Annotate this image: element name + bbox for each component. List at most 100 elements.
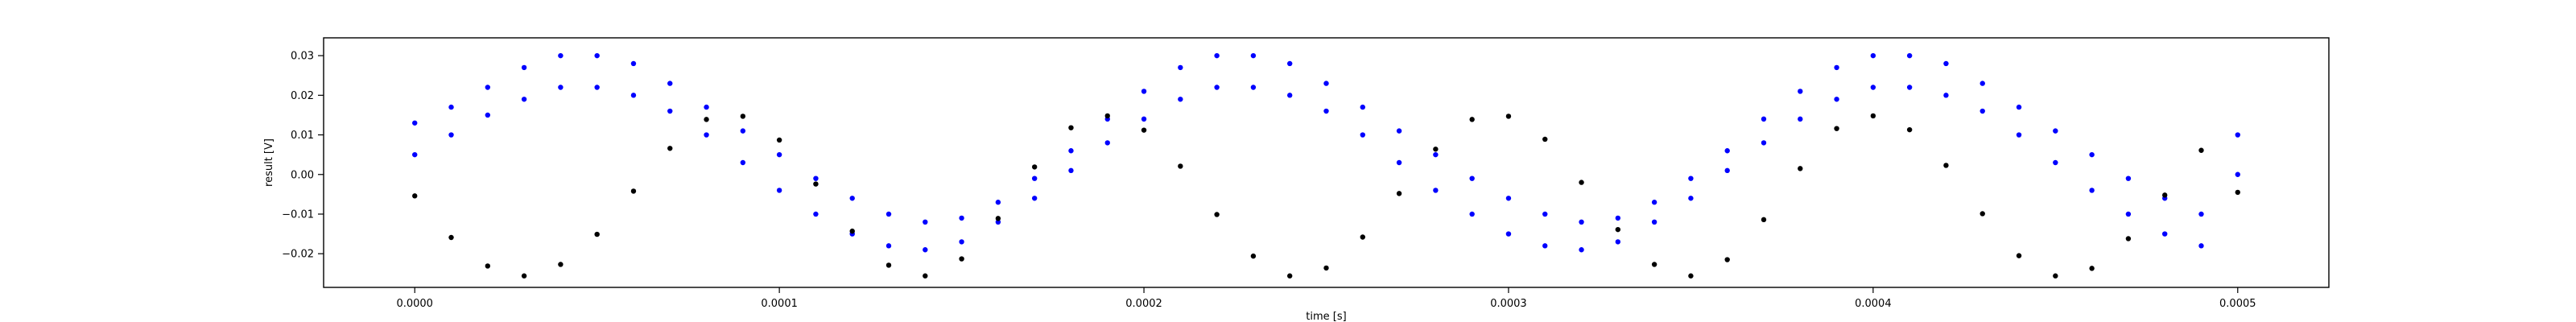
data-point: [1068, 148, 1074, 154]
data-point: [2161, 192, 2168, 198]
data-point: [1615, 226, 1621, 233]
data-point: [1031, 175, 1038, 181]
data-point: [667, 146, 673, 151]
data-point: [959, 256, 964, 262]
data-point: [1542, 243, 1548, 249]
data-point: [1214, 52, 1220, 59]
data-point: [1287, 273, 1293, 279]
data-point: [485, 112, 491, 118]
data-point: [2125, 175, 2132, 181]
data-point: [558, 85, 564, 90]
y-tick-label: −0.01: [282, 208, 314, 221]
data-point: [2235, 132, 2240, 138]
y-tick-label: −0.02: [282, 249, 314, 261]
data-point: [886, 211, 892, 217]
data-point: [1104, 113, 1110, 119]
data-point: [2053, 273, 2058, 279]
data-point: [995, 200, 1001, 205]
data-point: [521, 273, 527, 279]
data-point: [1834, 126, 1839, 131]
data-point: [704, 104, 709, 110]
data-point: [1287, 93, 1293, 98]
data-point: [2053, 159, 2058, 166]
data-point: [1360, 132, 1365, 138]
data-point: [1688, 273, 1694, 279]
data-point: [1579, 180, 1584, 185]
data-point: [1214, 85, 1220, 90]
data-point: [594, 231, 600, 237]
data-point: [412, 120, 418, 126]
data-point: [2235, 171, 2240, 177]
data-point: [923, 273, 928, 279]
series-1: [412, 85, 2240, 253]
data-point: [1178, 97, 1183, 102]
data-point: [2161, 231, 2168, 237]
axes-frame: [323, 37, 2330, 288]
data-point: [1360, 104, 1365, 110]
data-point: [1433, 151, 1439, 158]
data-point: [2198, 243, 2204, 249]
data-point: [1469, 175, 1475, 181]
x-tick-label: 0.0004: [1855, 298, 1892, 310]
data-point: [1943, 93, 1949, 98]
data-point: [1943, 60, 1949, 67]
data-point: [1761, 140, 1767, 146]
data-point: [667, 108, 673, 114]
data-point: [1724, 167, 1730, 174]
data-point: [485, 263, 491, 269]
data-point: [1068, 125, 1074, 130]
data-point: [849, 228, 855, 234]
data-point: [630, 93, 637, 98]
data-point: [1323, 265, 1329, 271]
data-point: [594, 52, 600, 59]
data-point: [1250, 52, 1257, 59]
data-point: [1250, 85, 1257, 90]
data-point: [1323, 108, 1329, 114]
data-point: [2125, 211, 2132, 217]
data-point: [1214, 212, 1220, 217]
data-point: [2016, 132, 2022, 138]
data-point: [2016, 253, 2022, 258]
series-2: [412, 113, 2240, 279]
data-point: [1870, 85, 1876, 90]
data-point: [2089, 188, 2095, 193]
data-point: [1688, 196, 1694, 201]
data-point: [1104, 140, 1110, 146]
data-point: [1724, 148, 1730, 154]
data-point: [1031, 164, 1038, 170]
data-point: [1798, 89, 1803, 94]
data-point: [740, 128, 746, 134]
y-axis-label: result [V]: [263, 138, 275, 187]
y-axis: −0.02 −0.01 0.00 0.01 0.02 0.03: [282, 51, 324, 261]
x-axis: 0.0000 0.0001 0.0002 0.0003 0.0004 0.0005: [396, 287, 2256, 310]
data-point: [849, 196, 855, 201]
data-point: [1761, 217, 1767, 223]
data-point: [667, 80, 673, 86]
data-point: [704, 117, 709, 122]
data-point: [1651, 200, 1657, 205]
data-point: [485, 85, 491, 90]
data-point: [2235, 189, 2240, 196]
data-point: [1579, 247, 1584, 253]
data-point: [704, 132, 709, 138]
data-point: [2198, 211, 2204, 217]
x-tick-label: 0.0001: [761, 298, 798, 310]
data-point: [886, 243, 892, 249]
data-point: [1579, 219, 1584, 225]
data-point: [1141, 127, 1147, 133]
data-point: [1906, 85, 1913, 90]
data-point: [1141, 89, 1147, 94]
data-point: [1870, 52, 1876, 59]
data-point: [2053, 128, 2058, 134]
data-point: [1651, 219, 1657, 225]
data-point: [1834, 64, 1839, 71]
data-point: [1433, 147, 1439, 152]
data-point: [1250, 253, 1257, 259]
x-tick-label: 0.0005: [2219, 298, 2256, 310]
data-point: [412, 193, 418, 199]
data-point: [1469, 117, 1475, 122]
data-point: [1688, 175, 1694, 181]
x-tick-label: 0.0003: [1490, 298, 1527, 310]
data-point: [1031, 196, 1038, 201]
data-point: [448, 132, 454, 138]
